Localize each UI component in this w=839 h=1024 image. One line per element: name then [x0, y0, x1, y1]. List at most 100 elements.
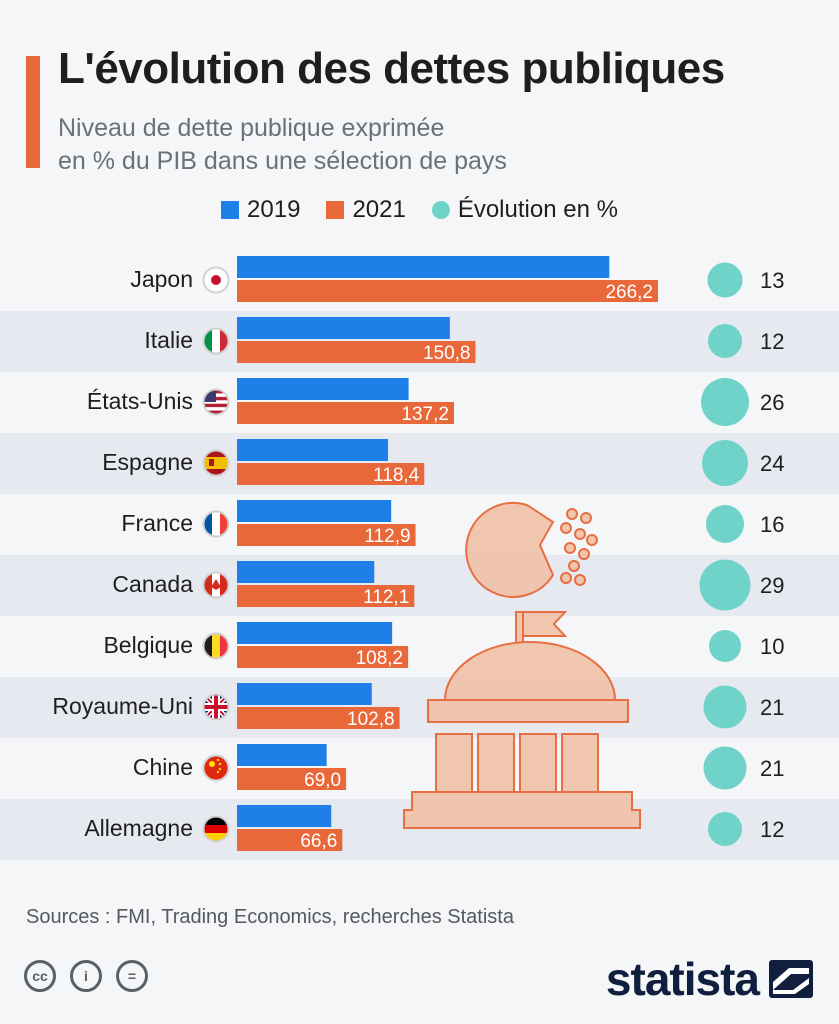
evolution-bubble	[702, 440, 748, 486]
value-label-2021: 102,8	[347, 709, 395, 730]
evolution-bubble	[706, 505, 744, 543]
column	[561, 733, 599, 793]
evolution-bubble	[699, 559, 751, 611]
bar-2021	[237, 585, 415, 607]
evolution-bubble	[701, 378, 749, 426]
coin-crumb	[564, 542, 576, 554]
value-label-2021: 69,0	[304, 770, 341, 791]
evolution-label: 29	[760, 573, 784, 598]
flag-stripe	[204, 457, 228, 470]
flag-stripe	[220, 329, 228, 353]
legend-label-2019: 2019	[247, 196, 301, 223]
legend-swatch-evolution	[431, 201, 450, 219]
column	[519, 733, 557, 793]
flag-stripe	[204, 634, 213, 658]
legend-item-2019: 2019	[221, 196, 300, 224]
government-building-illustration	[403, 502, 641, 829]
legend-swatch-2021	[326, 201, 345, 219]
attribution-icon: i	[70, 960, 102, 992]
flag-france-icon	[202, 510, 230, 538]
flag-star-small	[216, 770, 220, 774]
flag-banner	[522, 611, 568, 637]
flag-stripe	[204, 400, 228, 405]
coin-crumb	[574, 528, 586, 540]
flag-belgium-icon	[202, 632, 230, 660]
coin-icon	[465, 502, 555, 598]
flag-border	[203, 450, 229, 476]
flag-cross-red	[204, 705, 228, 709]
bar-2019	[237, 317, 450, 339]
roof	[427, 699, 629, 723]
stairs	[403, 791, 641, 829]
flag-stripe	[204, 329, 213, 353]
flag-field	[204, 756, 228, 780]
flag-uk-icon	[202, 693, 230, 721]
country-label: États-Unis	[87, 388, 193, 414]
title-accent-bar	[26, 56, 40, 168]
license-icons: cc i =	[24, 960, 148, 992]
evolution-bubble	[703, 746, 747, 790]
country-label: Royaume-Uni	[52, 693, 193, 719]
dome	[443, 641, 617, 701]
flag-stripe	[204, 512, 213, 536]
flag-italy-icon	[202, 327, 230, 355]
bar-2019	[237, 378, 409, 400]
coin-crumb	[566, 508, 578, 520]
bar-2019	[237, 805, 332, 827]
evolution-bubble	[707, 262, 743, 298]
flag-stripe	[220, 512, 228, 536]
flag-border	[203, 572, 229, 598]
flag-stripe	[204, 407, 228, 411]
flag-japan-icon	[202, 266, 230, 294]
flag-border	[203, 389, 229, 415]
flag-star-small	[218, 767, 222, 771]
flag-border	[203, 328, 229, 354]
flag-fill	[204, 329, 228, 353]
brand-wordmark: statista	[605, 953, 760, 1005]
evolution-label: 13	[760, 268, 784, 293]
bar-2019	[237, 622, 393, 644]
coin-crumb	[560, 572, 572, 584]
legend-item-evolution: Évolution en %	[431, 196, 618, 224]
bar-2019	[237, 256, 610, 278]
evolution-bubble	[703, 685, 747, 729]
bar-2021	[237, 768, 347, 790]
bar-2021	[237, 402, 454, 424]
value-label-2021: 112,1	[363, 587, 409, 608]
row-stripe	[0, 677, 839, 738]
flag-spain-icon	[202, 449, 230, 477]
subtitle-line-1: Niveau de dette publique exprimée	[58, 114, 445, 142]
legend-swatch-2019	[221, 201, 240, 219]
bar-2021	[237, 829, 343, 851]
source-note: Sources : FMI, Trading Economics, recher…	[26, 906, 514, 928]
country-label: Canada	[112, 571, 193, 597]
evolution-label: 24	[760, 451, 784, 476]
country-label: Belgique	[103, 632, 193, 658]
statista-logo-icon	[769, 960, 813, 998]
flag-china-icon	[202, 754, 230, 782]
flag-stripe	[204, 451, 228, 458]
legend-label-evolution: Évolution en %	[457, 196, 618, 223]
flag-stripe	[212, 329, 221, 353]
flag-fill	[204, 268, 228, 292]
evolution-label: 26	[760, 390, 784, 415]
flag-leaf	[211, 579, 221, 590]
value-label-2021: 266,2	[605, 282, 653, 303]
flag-border	[203, 755, 229, 781]
coin-crumb	[560, 522, 572, 534]
country-label: France	[121, 510, 193, 536]
country-label: Espagne	[102, 449, 193, 475]
bar-2021	[237, 646, 409, 668]
bar-2019	[237, 744, 327, 766]
flag-stripe	[204, 825, 228, 834]
coin-crumb	[578, 548, 590, 560]
flag-stripe	[212, 512, 221, 536]
legend: 2019 2021 Évolution en %	[0, 196, 839, 224]
flag-fill	[204, 817, 228, 841]
bar-2021	[237, 341, 476, 363]
evolution-label: 10	[760, 634, 784, 659]
evolution-bubble	[709, 630, 741, 662]
column	[477, 733, 515, 793]
legend-label-2021: 2021	[352, 196, 406, 223]
flag-border	[203, 816, 229, 842]
